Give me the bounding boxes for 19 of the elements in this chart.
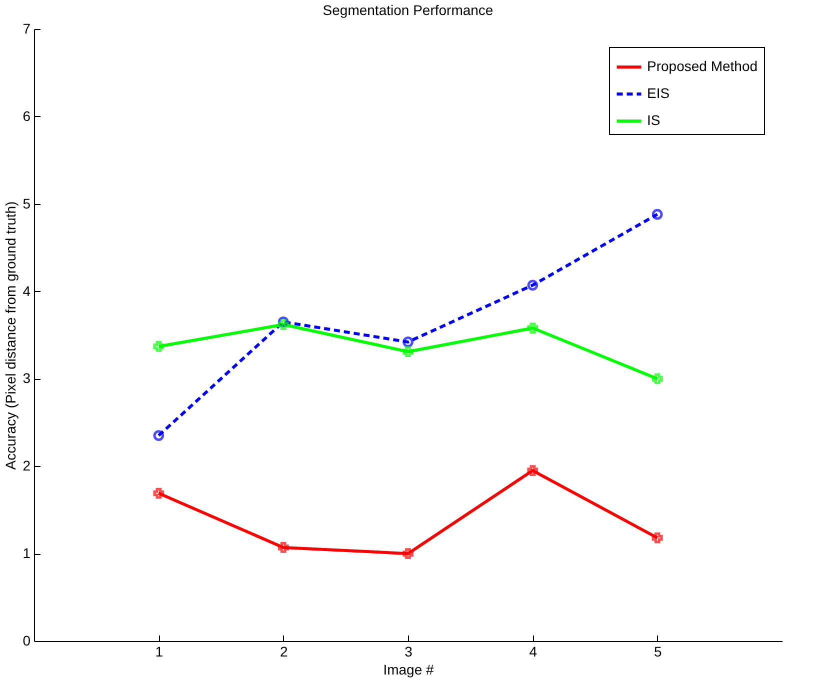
x-tick-label: 3 <box>404 644 413 660</box>
y-tick-label: 7 <box>22 20 31 36</box>
y-tick-label: 2 <box>22 458 31 474</box>
chart-title: Segmentation Performance <box>322 2 494 18</box>
x-axis-title: Image # <box>383 662 434 678</box>
y-tick-label: 5 <box>22 195 31 212</box>
legend-label: Proposed Method <box>647 58 758 74</box>
y-axis-title: Accuracy (Pixel distance from ground truth) <box>2 201 19 470</box>
x-tick-label: 1 <box>155 644 164 660</box>
legend-label: IS <box>647 112 660 128</box>
y-tick-label: 4 <box>22 282 31 299</box>
y-tick-label: 1 <box>22 545 31 562</box>
y-tick-label: 6 <box>22 108 31 124</box>
x-tick-label: 5 <box>654 644 662 660</box>
x-tick-label: 2 <box>280 644 288 660</box>
y-tick-label: 3 <box>22 370 31 386</box>
y-tick-label: 0 <box>22 632 31 648</box>
x-tick-label: 4 <box>529 644 538 660</box>
legend-label: EIS <box>647 85 670 101</box>
